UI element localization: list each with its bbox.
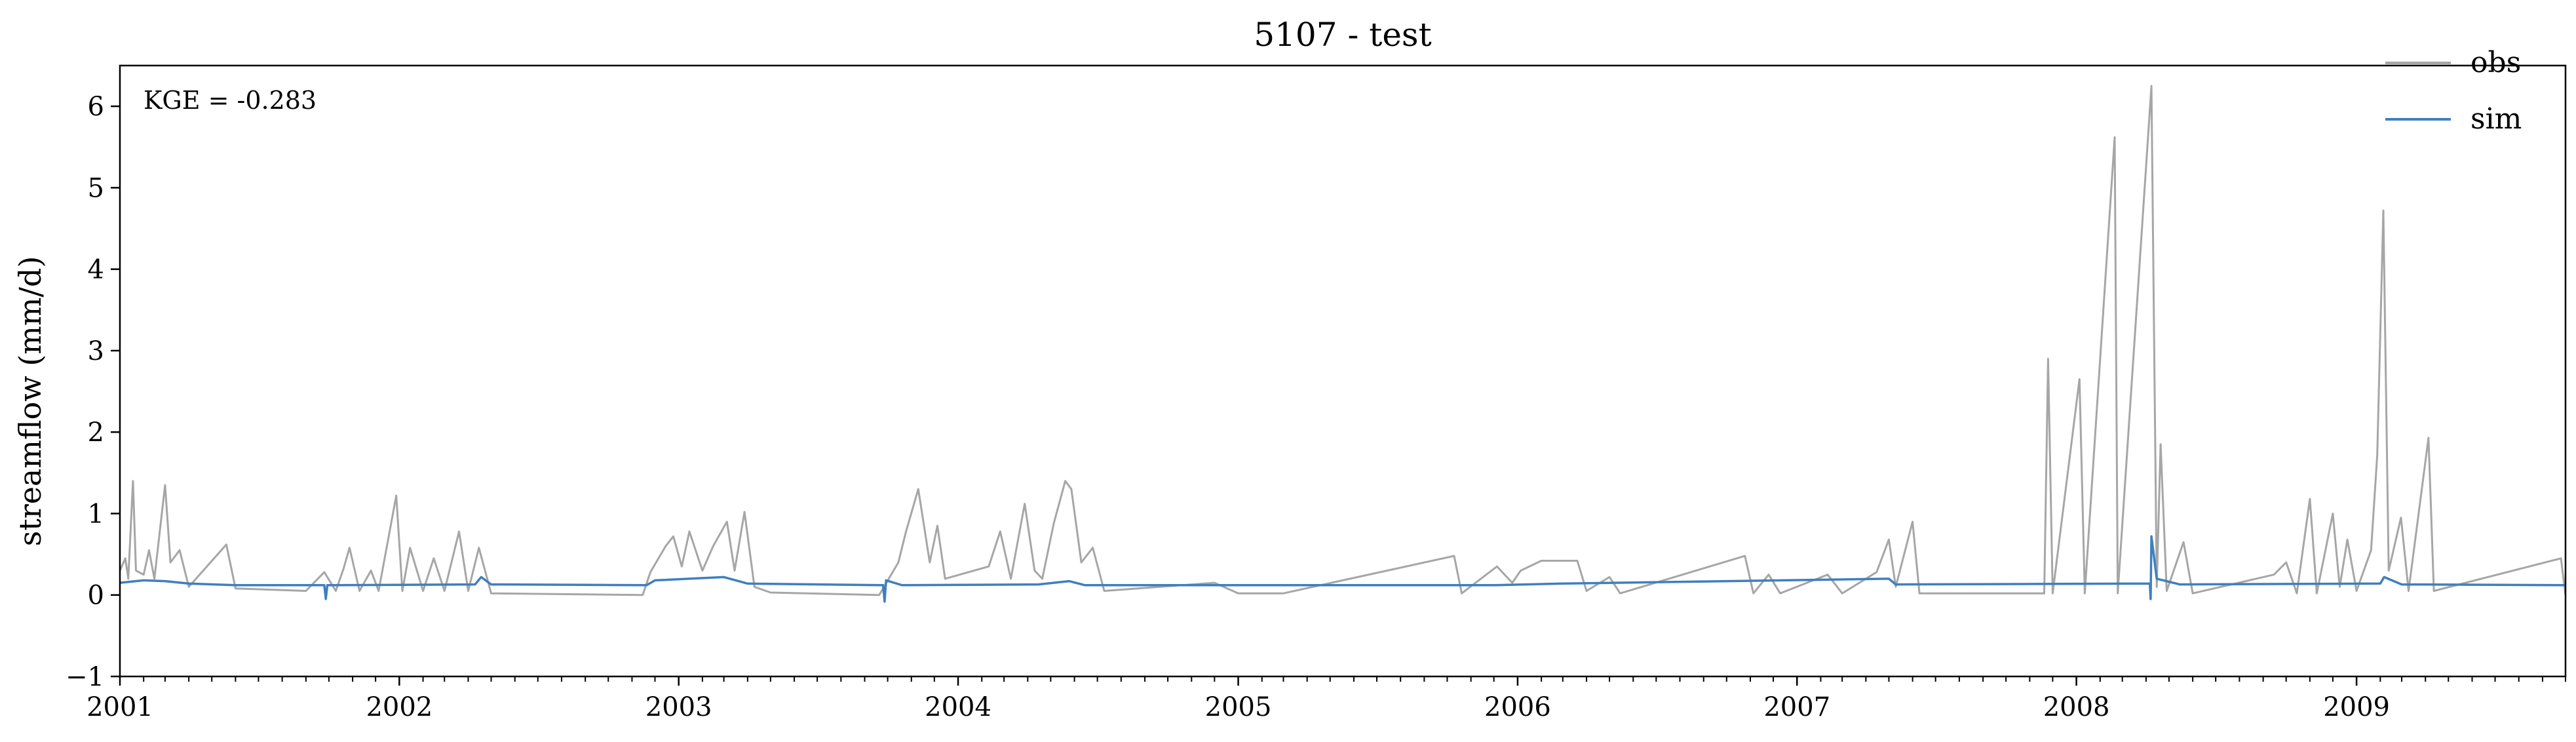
series-line-sim: [120, 535, 2566, 603]
x-axis: 2001 2002 2003 2004 2005 2006 2007 2008 2009: [87, 676, 2566, 722]
legend: obs sim: [2385, 46, 2522, 136]
y-tick-label: 1: [88, 499, 104, 529]
y-tick-label: 6: [88, 92, 104, 122]
y-tick-label: 2: [88, 418, 104, 448]
x-tick-label: 2009: [2323, 692, 2390, 722]
y-tick-label: 5: [88, 173, 104, 203]
x-tick-label: 2005: [1205, 692, 1272, 722]
y-tick-label: 3: [88, 336, 104, 366]
legend-label-obs: obs: [2470, 46, 2521, 79]
kge-annotation: KGE = -0.283: [144, 86, 317, 115]
plot-area: [120, 85, 2566, 603]
x-tick-label: 2007: [1763, 692, 1830, 722]
legend-label-sim: sim: [2470, 102, 2522, 136]
chart-title: 5107 - test: [1254, 16, 1431, 54]
x-tick-label: 2003: [645, 692, 712, 722]
series-layer: [120, 85, 2566, 603]
plot-frame: [119, 64, 2567, 678]
y-axis-label: streamflow (mm/d): [12, 256, 48, 547]
y-tick-label: 4: [88, 255, 104, 285]
y-tick-label: −1: [66, 662, 104, 692]
x-tick-label: 2004: [925, 692, 991, 722]
y-tick-label: 0: [88, 581, 104, 611]
x-tick-label: 2006: [1484, 692, 1551, 722]
x-tick-label: 2008: [2043, 692, 2110, 722]
x-tick-label: 2001: [87, 692, 153, 722]
y-axis: −1 0 1 2 3 4 5 6: [66, 92, 120, 692]
series-line-obs: [120, 85, 2566, 596]
x-tick-label: 2002: [366, 692, 433, 722]
